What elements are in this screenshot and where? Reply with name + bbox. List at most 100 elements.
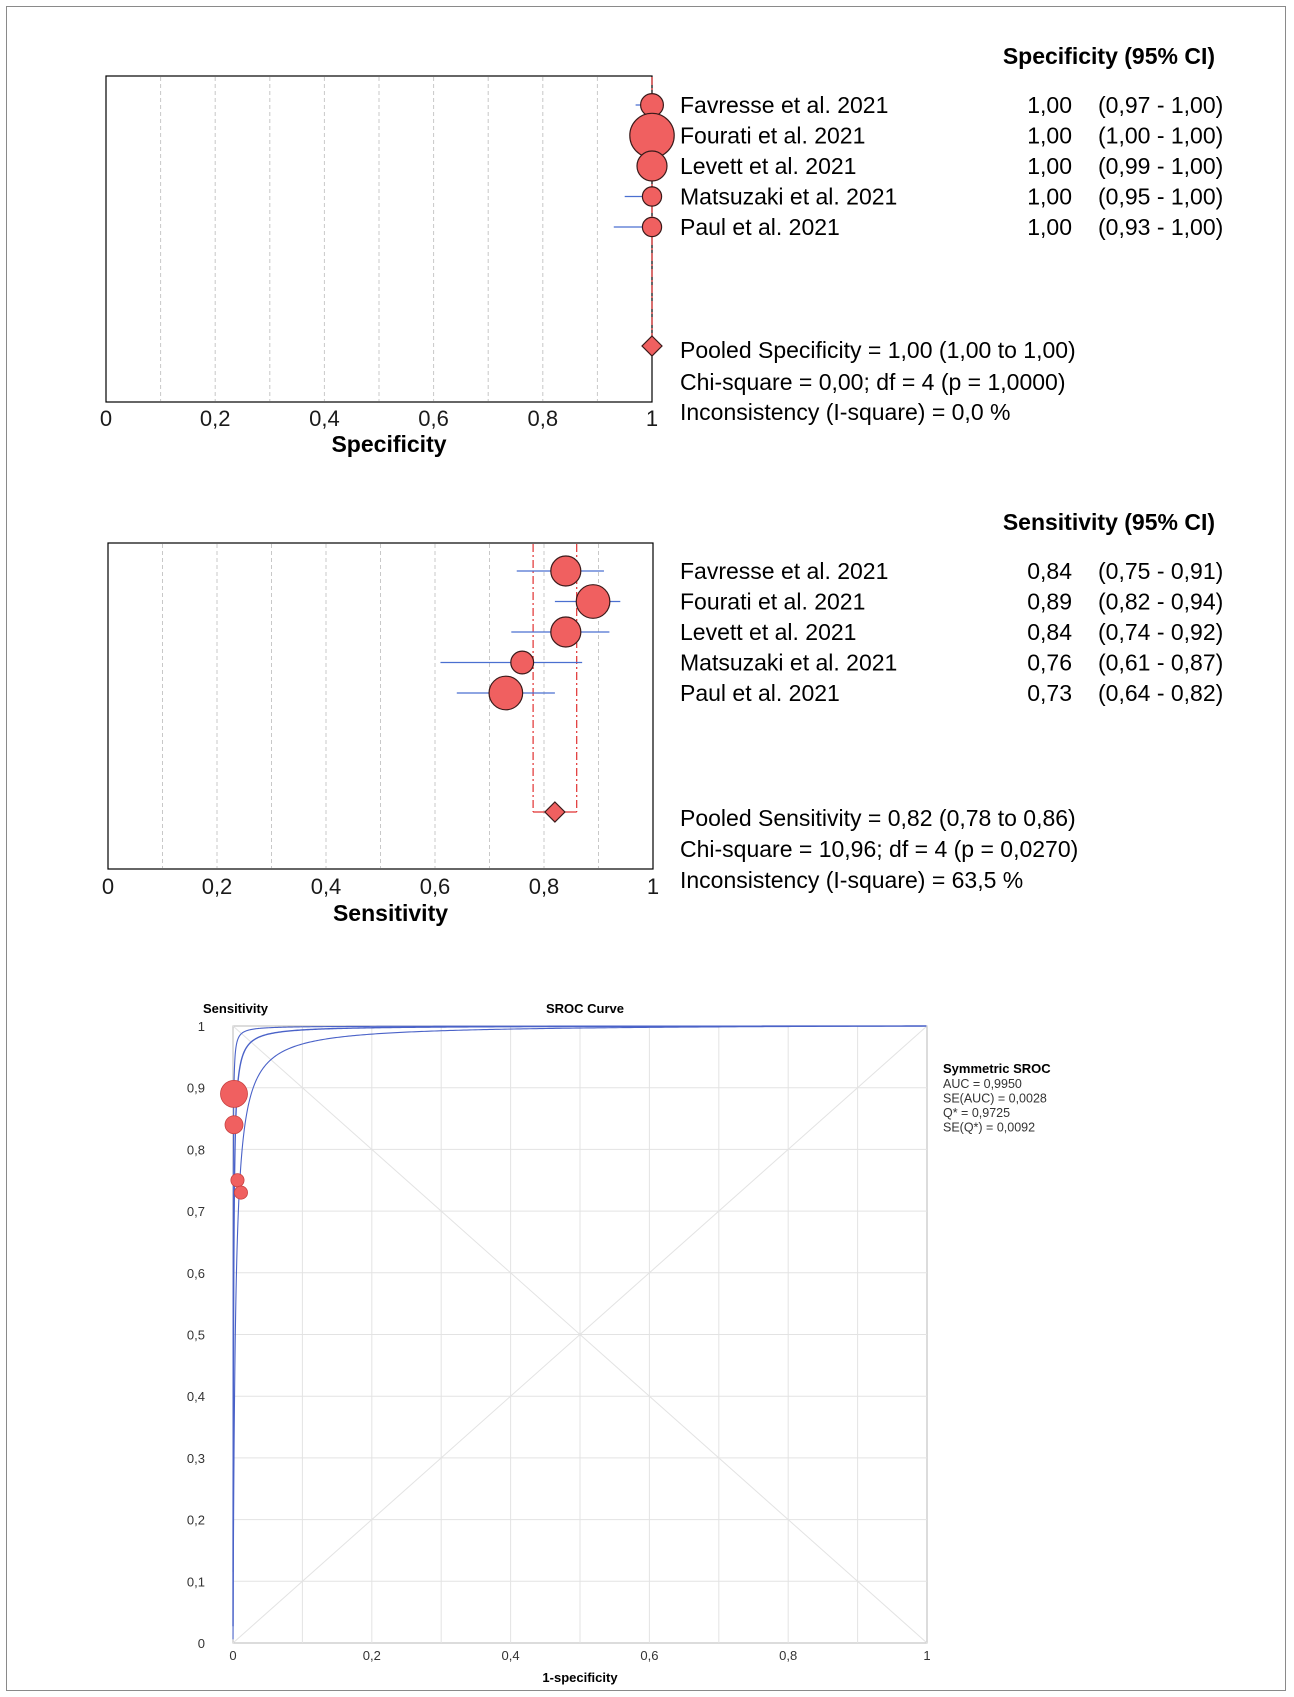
x-tick-label: 0,2	[200, 406, 231, 431]
forest-plot-sensitivity: 0 0,2 0,4 0,6 0,8 1 Sensitivity Favresse et al.…	[102, 509, 1223, 926]
x-tick-label: 0,4	[311, 874, 342, 899]
x-tick-label: 1	[923, 1648, 930, 1663]
y-tick-label: 0,9	[187, 1081, 205, 1096]
study-row: Matsuzaki et al. 2021 0,76 (0,61 - 0,87)	[440, 650, 1223, 676]
x-tick-label: 0	[100, 406, 112, 431]
study-ci: (0,82 - 0,94)	[1098, 589, 1223, 615]
study-point	[220, 1079, 248, 1108]
legend-title: Symmetric SROC	[943, 1061, 1051, 1076]
pooled-diamond	[641, 335, 663, 357]
study-value: 0,84	[1027, 619, 1072, 645]
x-tick-label: 0,6	[418, 406, 449, 431]
study-marker	[510, 650, 535, 675]
study-row: Paul et al. 2021 0,73 (0,64 - 0,82)	[456, 675, 1223, 711]
study-row: Favresse et al. 2021 0,84 (0,75 - 0,91)	[516, 555, 1223, 587]
y-axis-label: Sensitivity	[203, 1001, 269, 1016]
study-marker	[550, 616, 582, 648]
study-marker	[488, 675, 524, 711]
study-ci: (0,99 - 1,00)	[1098, 153, 1223, 179]
x-tick-label: 0,4	[502, 1648, 520, 1663]
study-marker	[641, 216, 663, 238]
x-tick-label: 0	[102, 874, 114, 899]
study-point	[233, 1185, 248, 1200]
study-name: Matsuzaki et al. 2021	[680, 650, 897, 676]
study-ci: (0,93 - 1,00)	[1098, 214, 1223, 240]
study-ci: (1,00 - 1,00)	[1098, 123, 1223, 149]
x-axis-label: Sensitivity	[333, 900, 448, 926]
study-point	[224, 1115, 244, 1135]
sroc-plot: 0 0,1 0,2 0,3 0,4 0,5 0,6 0,7 0,8 0,9 1 0 0,2 0,4 0,6 0…	[187, 1001, 1051, 1685]
study-ci: (0,61 - 0,87)	[1098, 650, 1223, 676]
study-row: Paul et al. 2021 1,00 (0,93 - 1,00)	[613, 214, 1223, 240]
study-value: 0,73	[1027, 680, 1072, 706]
study-point	[230, 1173, 245, 1188]
study-value: 1,00	[1027, 184, 1072, 210]
y-tick-label: 0,5	[187, 1328, 205, 1343]
y-tick-label: 0,1	[187, 1574, 205, 1589]
study-ci: (0,95 - 1,00)	[1098, 184, 1223, 210]
symmetry-diagonal	[232, 1025, 928, 1644]
figure-frame	[6, 6, 1286, 1691]
study-value: 1,00	[1027, 214, 1072, 240]
legend-statistic: SE(Q*) = 0,0092	[943, 1121, 1035, 1135]
x-axis-label: Specificity	[331, 431, 446, 457]
y-tick-label: 0,8	[187, 1142, 205, 1157]
pooled-statistic: Pooled Specificity = 1,00 (1,00 to 1,00)	[680, 337, 1076, 363]
study-row: Favresse et al. 2021 1,00 (0,97 - 1,00)	[635, 92, 1223, 118]
study-marker	[550, 555, 582, 587]
study-marker	[641, 186, 663, 207]
y-tick-label: 1	[198, 1019, 205, 1034]
study-marker	[636, 150, 668, 182]
x-tick-label: 0,4	[309, 406, 340, 431]
chart-title: SROC Curve	[546, 1001, 624, 1016]
pooled-statistic: Chi-square = 10,96; df = 4 (p = 0,0270)	[680, 836, 1078, 862]
study-value: 0,89	[1027, 589, 1072, 615]
study-name: Favresse et al. 2021	[680, 92, 888, 118]
study-name: Matsuzaki et al. 2021	[680, 184, 897, 210]
study-name: Paul et al. 2021	[680, 214, 840, 240]
study-ci: (0,75 - 0,91)	[1098, 558, 1223, 584]
pooled-statistic: Pooled Sensitivity = 0,82 (0,78 to 0,86)	[680, 805, 1076, 831]
study-name: Levett et al. 2021	[680, 619, 856, 645]
x-tick-label: 0,6	[420, 874, 451, 899]
x-tick-label: 0,2	[363, 1648, 381, 1663]
y-tick-label: 0,7	[187, 1204, 205, 1219]
study-value: 1,00	[1027, 92, 1072, 118]
study-name: Fourati et al. 2021	[680, 123, 865, 149]
x-tick-label: 1	[646, 406, 658, 431]
study-value: 0,84	[1027, 558, 1072, 584]
pooled-statistic: Inconsistency (I-square) = 63,5 %	[680, 867, 1023, 893]
legend-statistic: SE(AUC) = 0,0028	[943, 1092, 1047, 1106]
study-ci: (0,97 - 1,00)	[1098, 92, 1223, 118]
study-value: 1,00	[1027, 153, 1072, 179]
study-row: Fourati et al. 2021 0,89 (0,82 - 0,94)	[554, 584, 1223, 619]
y-tick-label: 0,6	[187, 1266, 205, 1281]
study-ci: (0,74 - 0,92)	[1098, 619, 1223, 645]
x-axis-label: 1-specificity	[542, 1670, 618, 1685]
y-tick-label: 0,3	[187, 1451, 205, 1466]
pooled-statistic: Chi-square = 0,00; df = 4 (p = 1,0000)	[680, 369, 1066, 395]
study-row: Fourati et al. 2021 1,00 (1,00 - 1,00)	[629, 112, 1223, 159]
forest-plot-specificity: 0 0,2 0,4 0,6 0,8 1 Specificity Favresse et al.…	[100, 43, 1223, 457]
x-tick-label: 0,8	[779, 1648, 797, 1663]
y-tick-label: 0,4	[187, 1389, 205, 1404]
column-header: Sensitivity (95% CI)	[1003, 509, 1215, 535]
study-row: Levett et al. 2021 1,00 (0,99 - 1,00)	[636, 150, 1223, 182]
study-ci: (0,64 - 0,82)	[1098, 680, 1223, 706]
study-name: Fourati et al. 2021	[680, 589, 865, 615]
study-marker	[575, 584, 611, 619]
x-tick-label: 0,6	[640, 1648, 658, 1663]
x-tick-label: 0,2	[202, 874, 233, 899]
study-name: Paul et al. 2021	[680, 680, 840, 706]
sroc-upper-ci	[232, 1025, 927, 1573]
plot-frame	[105, 75, 653, 403]
study-row: Matsuzaki et al. 2021 1,00 (0,95 - 1,00)	[624, 184, 1223, 210]
pooled-statistic: Inconsistency (I-square) = 0,0 %	[680, 399, 1010, 425]
x-tick-label: 0,8	[529, 874, 560, 899]
pooled-diamond	[544, 801, 566, 823]
y-tick-label: 0,2	[187, 1513, 205, 1528]
sroc-lower-ci	[232, 1025, 927, 1640]
x-tick-label: 0	[229, 1648, 236, 1663]
y-tick-label: 0	[198, 1636, 205, 1651]
